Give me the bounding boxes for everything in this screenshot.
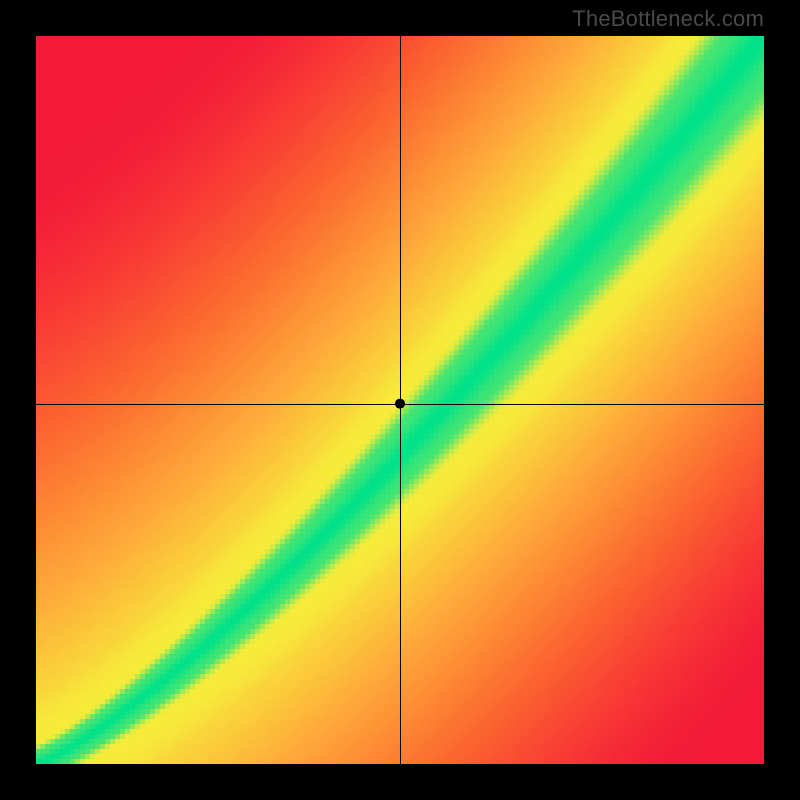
watermark-text: TheBottleneck.com bbox=[572, 6, 764, 32]
chart-frame: TheBottleneck.com bbox=[0, 0, 800, 800]
crosshair-overlay bbox=[36, 36, 764, 764]
heatmap-plot bbox=[36, 36, 764, 764]
